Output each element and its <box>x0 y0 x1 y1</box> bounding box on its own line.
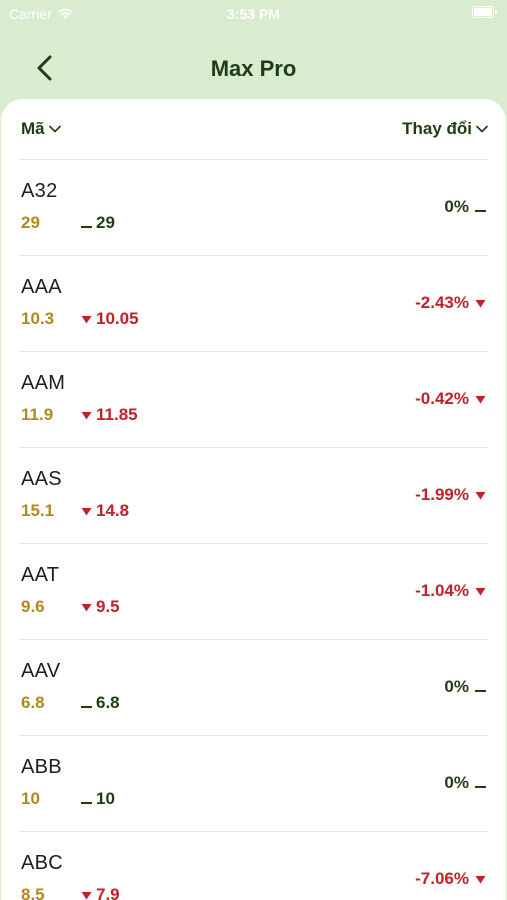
triangle-down-icon <box>475 396 486 404</box>
stock-list-card: Mã Thay đổi A32 29 29 0% <box>1 99 506 900</box>
percent-change-value: 0% <box>444 197 469 216</box>
current-price-value: 7.9 <box>96 885 120 900</box>
current-price: 7.9 <box>81 885 120 900</box>
column-header: Mã Thay đổi <box>1 99 506 159</box>
reference-price: 29 <box>21 213 40 232</box>
current-price-value: 14.8 <box>96 501 130 520</box>
chevron-left-icon <box>37 55 52 81</box>
stock-symbol: AAV <box>21 660 61 682</box>
triangle-down-icon <box>81 412 92 420</box>
clock: 3:53 PM <box>227 6 280 22</box>
reference-price: 10 <box>21 789 40 808</box>
percent-change: 0% <box>444 677 486 697</box>
percent-change: -0.42% <box>415 389 486 409</box>
current-price-value: 11.85 <box>96 405 138 424</box>
stock-row-abc[interactable]: ABC 8.5 7.9 -7.06% <box>19 831 488 900</box>
current-price-value: 6.8 <box>96 693 120 712</box>
current-price-value: 10 <box>96 789 115 808</box>
stock-row-aat[interactable]: AAT 9.6 9.5 -1.04% <box>19 543 488 639</box>
percent-change: 0% <box>444 773 486 793</box>
percent-change-value: 0% <box>444 773 469 792</box>
current-price-value: 9.5 <box>96 597 120 616</box>
percent-change-value: -2.43% <box>415 293 469 312</box>
reference-price: 10.3 <box>21 309 55 328</box>
stock-symbol: ABC <box>21 852 64 874</box>
stock-symbol: AAM <box>21 372 66 394</box>
triangle-down-icon <box>81 508 92 516</box>
triangle-down-icon <box>475 492 486 500</box>
stock-row-aas[interactable]: AAS 15.1 14.8 -1.99% <box>19 447 488 543</box>
stock-symbol: AAT <box>21 564 60 586</box>
sort-by-change-button[interactable]: Thay đổi <box>402 119 488 139</box>
stock-row-aav[interactable]: AAV 6.8 6.8 0% <box>19 639 488 735</box>
navigation-bar: Max Pro <box>0 30 507 100</box>
carrier-info: Carrier <box>9 6 74 22</box>
percent-change: -7.06% <box>415 869 486 889</box>
triangle-down-icon <box>475 300 486 308</box>
triangle-down-icon <box>475 588 486 596</box>
current-price-value: 29 <box>96 213 115 232</box>
reference-price: 6.8 <box>21 693 45 712</box>
wifi-icon <box>57 8 73 20</box>
percent-change-value: -1.04% <box>415 581 469 600</box>
stock-symbol: AAS <box>21 468 62 490</box>
stock-row-aaa[interactable]: AAA 10.3 10.05 -2.43% <box>19 255 488 351</box>
page-title: Max Pro <box>210 56 297 81</box>
stock-list: A32 29 29 0% AAA 10.3 10.05 -2.43 <box>19 159 488 900</box>
triangle-down-icon <box>81 892 92 900</box>
percent-change-value: 0% <box>444 677 469 696</box>
carrier-label: Carrier <box>9 6 52 22</box>
current-price: 9.5 <box>81 597 120 617</box>
dash-icon <box>81 226 92 228</box>
percent-change: -1.99% <box>415 485 486 505</box>
triangle-down-icon <box>81 316 92 324</box>
percent-change-value: -7.06% <box>415 869 469 888</box>
triangle-down-icon <box>475 876 486 884</box>
reference-price: 8.5 <box>21 885 45 900</box>
stock-row-a32[interactable]: A32 29 29 0% <box>19 159 488 255</box>
stock-symbol: ABB <box>21 756 62 778</box>
reference-price: 11.9 <box>21 405 54 424</box>
reference-price: 9.6 <box>21 597 45 616</box>
dash-icon <box>475 690 486 692</box>
current-price: 10.05 <box>81 309 139 329</box>
status-bar: Carrier 3:53 PM <box>0 0 507 30</box>
change-column-label: Thay đổi <box>402 119 472 138</box>
stock-row-aam[interactable]: AAM 11.9 11.85 -0.42% <box>19 351 488 447</box>
sort-by-symbol-button[interactable]: Mã <box>21 119 61 139</box>
current-price-value: 10.05 <box>96 309 139 328</box>
battery-icon <box>472 6 497 18</box>
dash-icon <box>475 210 486 212</box>
back-button[interactable] <box>30 52 60 84</box>
dash-icon <box>81 706 92 708</box>
dash-icon <box>475 786 486 788</box>
percent-change: 0% <box>444 197 486 217</box>
stock-symbol: AAA <box>21 276 62 298</box>
stock-row-abb[interactable]: ABB 10 10 0% <box>19 735 488 831</box>
chevron-down-icon <box>48 125 61 133</box>
dash-icon <box>81 802 92 804</box>
percent-change: -2.43% <box>415 293 486 313</box>
chevron-down-icon <box>476 125 488 133</box>
reference-price: 15.1 <box>21 501 55 520</box>
percent-change-value: -1.99% <box>415 485 469 504</box>
stock-symbol: A32 <box>21 180 58 202</box>
percent-change-value: -0.42% <box>415 389 469 408</box>
current-price: 6.8 <box>81 693 120 713</box>
current-price: 10 <box>81 789 115 809</box>
current-price: 29 <box>81 213 115 233</box>
current-price: 14.8 <box>81 501 129 521</box>
percent-change: -1.04% <box>415 581 486 601</box>
triangle-down-icon <box>81 604 92 612</box>
symbol-column-label: Mã <box>21 119 45 138</box>
current-price: 11.85 <box>81 405 138 425</box>
